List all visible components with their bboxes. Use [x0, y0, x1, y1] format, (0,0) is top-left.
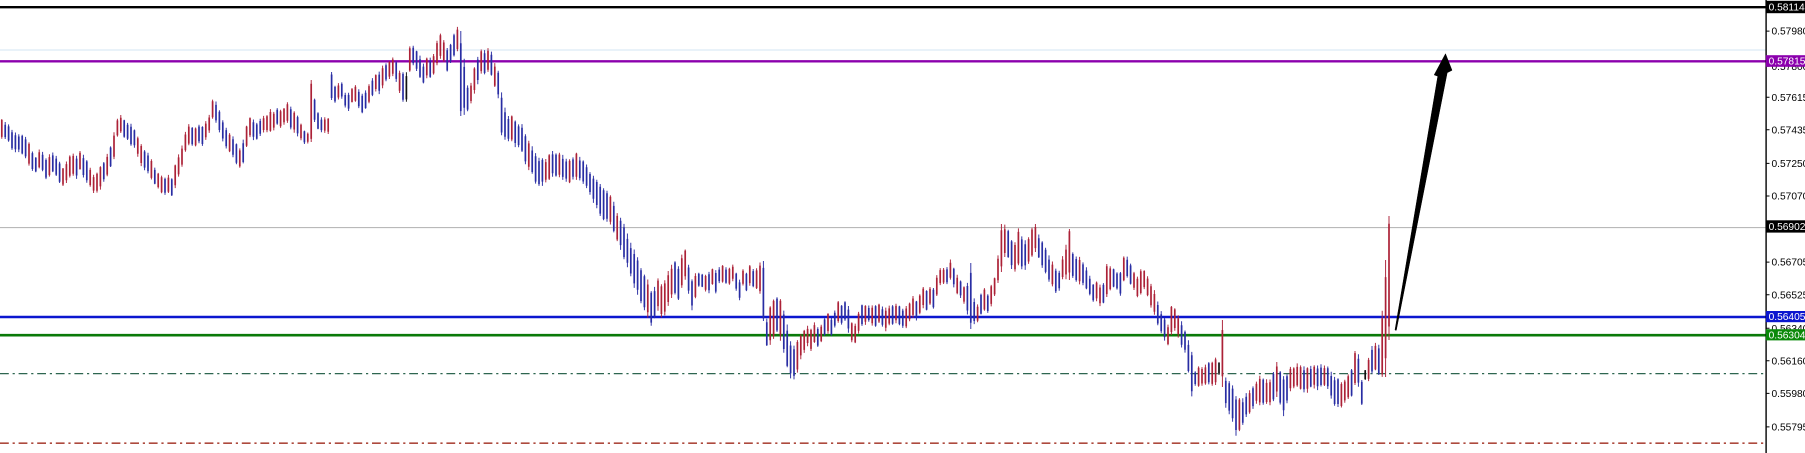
svg-text:0.57800: 0.57800: [1772, 62, 1805, 73]
svg-text:0.57980: 0.57980: [1772, 27, 1805, 38]
svg-text:0.55795: 0.55795: [1772, 423, 1805, 434]
svg-text:0.55980: 0.55980: [1772, 389, 1805, 400]
svg-text:0.57250: 0.57250: [1772, 159, 1805, 170]
svg-text:0.57815: 0.57815: [1769, 57, 1805, 68]
svg-text:0.57435: 0.57435: [1772, 125, 1805, 136]
svg-text:0.56304: 0.56304: [1769, 330, 1805, 341]
svg-text:0.57070: 0.57070: [1772, 192, 1805, 203]
svg-text:0.56525: 0.56525: [1772, 290, 1805, 301]
svg-text:0.56705: 0.56705: [1772, 258, 1805, 269]
svg-text:0.58114: 0.58114: [1769, 3, 1805, 14]
svg-text:0.56902: 0.56902: [1769, 222, 1805, 233]
svg-text:0.56160: 0.56160: [1772, 356, 1805, 367]
svg-text:0.57615: 0.57615: [1772, 93, 1805, 104]
svg-text:0.56405: 0.56405: [1769, 312, 1805, 323]
